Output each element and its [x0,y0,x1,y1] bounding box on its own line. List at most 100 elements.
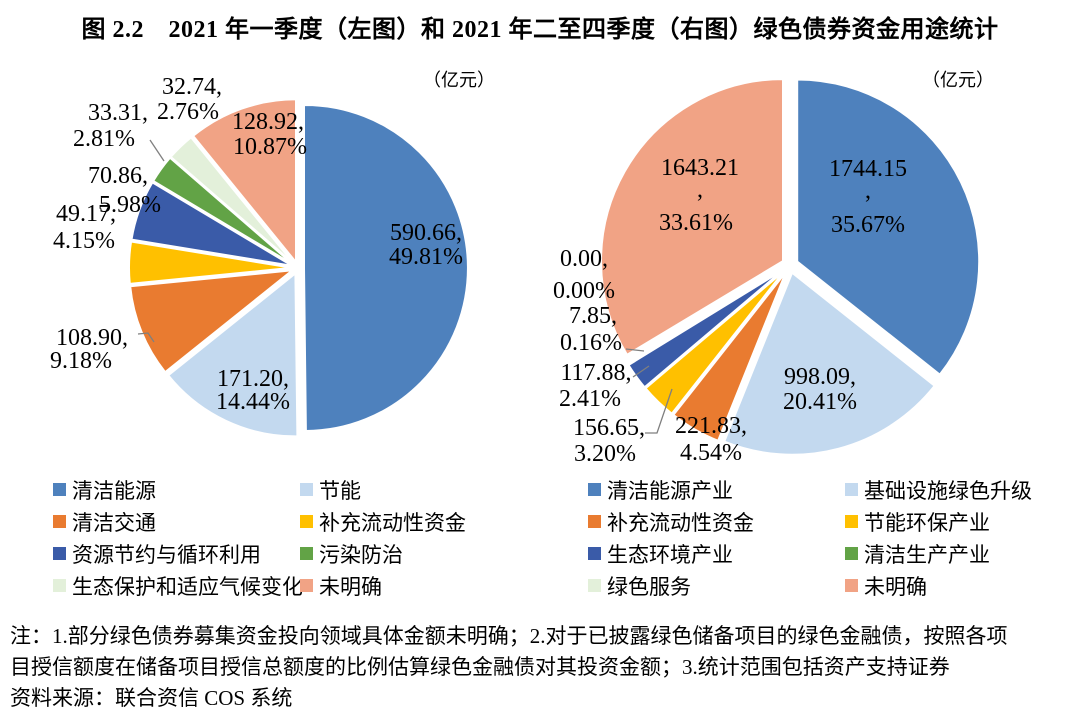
legend-swatch [845,579,858,592]
legend-label: 基础设施绿色升级 [864,478,1032,503]
legend-label: 补充流动性资金 [319,510,466,535]
legend-label: 资源节约与循环利用 [72,542,261,567]
slice-data-label: , [865,178,871,204]
slice-data-label: 49.17, [56,201,116,227]
legend-label: 清洁交通 [72,510,156,535]
pie-slice-left-1 [167,272,299,438]
pie-slice-left-2 [129,269,294,374]
pie-slice-right-7 [600,78,784,356]
legend-item-5: 污染防治 [300,543,466,567]
pie-slice-right-1 [723,271,936,456]
pie-slice-right-2 [672,270,787,442]
slice-data-label: 1643.21 [661,155,739,181]
legend-item-1: 节能 [300,479,466,503]
legend-label: 未明确 [864,574,927,599]
label-leader-line [645,388,673,434]
legend-item-6: 生态保护和适应气候变化 [53,575,303,599]
pie-slice-left-7 [192,98,297,264]
legend-label: 生态保护和适应气候变化 [72,574,303,599]
legend-swatch [588,547,601,560]
left-pie-legend: 清洁能源 节能清洁交通 补充流动性资金资源节约与循环利用 污染防治生态保护和适应气候变… [53,479,466,599]
label-leader-line [137,332,155,343]
legend-label: 清洁生产产业 [864,542,990,567]
slice-data-label: 221.83, [675,413,747,439]
label-leader-line [149,139,165,162]
legend-label: 清洁能源产业 [607,478,733,503]
slice-data-label: 2.41% [559,386,621,412]
legend-item-2: 补充流动性资金 [588,511,845,535]
slice-data-label: 9.18% [50,348,112,374]
legend-label: 生态环境产业 [607,542,733,567]
label-leader-line [632,365,650,378]
slice-data-label: 171.20, [217,366,289,392]
legend-swatch [300,579,313,592]
legend-swatch [53,579,66,592]
legend-item-5: 清洁生产产业 [845,543,1032,567]
legend-item-0: 清洁能源产业 [588,479,845,503]
slice-data-label: 7.85, [569,303,617,329]
label-leader-line [625,348,645,352]
legend-swatch [588,515,601,528]
legend-item-4: 生态环境产业 [588,543,845,567]
right-axis-unit-label: （亿元） [922,70,994,90]
slice-data-label: 4.15% [53,228,115,254]
legend-item-2: 清洁交通 [53,511,300,535]
legend-item-4: 资源节约与循环利用 [53,543,300,567]
pie-slice-left-6 [169,136,295,265]
legend-swatch [845,483,858,496]
right-pie-legend: 清洁能源产业 基础设施绿色升级补充流动性资金 节能环保产业生态环境产业 清洁生产产业绿… [588,479,1032,599]
legend-item-7: 未明确 [845,575,1032,599]
slice-data-label: 117.88, [560,360,631,386]
legend-item-6: 绿色服务 [588,575,845,599]
slice-data-label: 33.31, [88,100,148,126]
pie-slice-right-3 [644,269,786,415]
slice-data-label: 0.00, [560,246,608,272]
legend-swatch [300,483,313,496]
slice-data-label: 128.92, [232,109,304,135]
slice-data-label: 998.09, [784,364,856,390]
pie-slice-left-3 [128,240,293,285]
legend-item-7: 未明确 [300,575,466,599]
slice-data-label: 1744.15 [829,156,907,182]
pie-slice-left-0 [303,103,469,432]
legend-label: 未明确 [319,574,382,599]
slice-data-label: 156.65, [573,415,645,441]
legend-swatch [53,483,66,496]
pie-slice-left-5 [152,156,295,266]
legend-swatch [845,547,858,560]
pie-slice-right-5 [626,268,785,366]
legend-label: 节能环保产业 [864,510,990,535]
slice-data-label: 108.90, [56,325,128,351]
legend-swatch [53,515,66,528]
slice-data-label: 20.41% [783,389,857,415]
slice-data-label: 0.16% [560,330,622,356]
left-axis-unit-label: （亿元） [423,70,495,90]
slice-data-label: 5.98% [99,192,161,218]
legend-label: 清洁能源 [72,478,156,503]
legend-swatch [300,515,313,528]
legend-swatch [588,579,601,592]
note-line-2: 目授信额度在储备项目授信总额度的比例估算绿色金融债对其投资金额；3.统计范围包括… [10,655,950,679]
slice-data-label: 0.00% [553,278,615,304]
pie-slice-right-0 [796,78,981,376]
footnotes: 注：1.部分绿色债券募集资金投向领域具体金额未明确；2.对于已披露绿色储备项目的… [10,621,1008,710]
slice-data-label: 32.74, [162,74,222,100]
note-line-1: 注：1.部分绿色债券募集资金投向领域具体金额未明确；2.对于已披露绿色储备项目的… [10,624,1008,648]
slice-data-label: 35.67% [831,212,905,238]
source-line: 资料来源：联合资信 COS 系统 [10,686,293,710]
legend-swatch [588,483,601,496]
slice-data-label: 33.61% [659,210,733,236]
pie-slice-left-4 [130,181,294,267]
legend-swatch [300,547,313,560]
slice-data-label: 3.20% [574,441,636,467]
slice-data-label: 70.86, [88,163,148,189]
slice-data-label: 49.81% [389,244,463,270]
slice-data-label: 10.87% [233,134,307,160]
legend-item-1: 基础设施绿色升级 [845,479,1032,503]
slice-data-label: 2.81% [73,126,135,152]
legend-label: 补充流动性资金 [607,510,754,535]
legend-item-3: 补充流动性资金 [300,511,466,535]
slice-data-label: , [697,177,703,203]
